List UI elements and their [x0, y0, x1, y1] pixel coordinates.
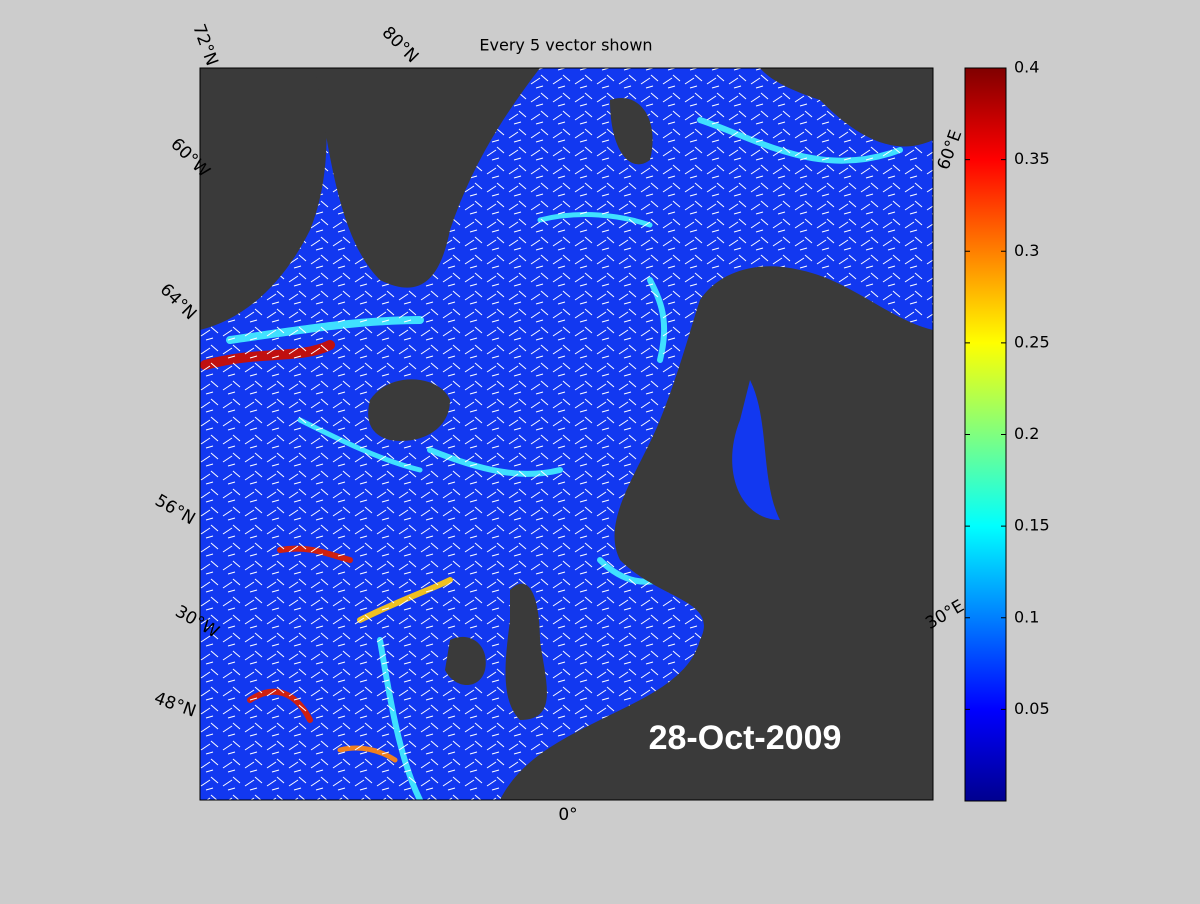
- colorbar-tick-label: 0.35: [1014, 149, 1050, 168]
- colorbar-tick-label: 0.15: [1014, 516, 1050, 535]
- colorbar-tick-label: 0.4: [1014, 58, 1039, 77]
- colorbar-tick-label: 0.1: [1014, 607, 1039, 626]
- colorbar-tick-label: 0.05: [1014, 699, 1050, 718]
- date-label: 28-Oct-2009: [649, 719, 842, 757]
- graticule-label: 72°N: [188, 21, 221, 68]
- land: [200, 68, 933, 800]
- graticule-label: 80°N: [378, 23, 422, 67]
- graticule-label: 0°: [558, 805, 577, 825]
- graticule-label: 56°N: [151, 491, 198, 530]
- plot-frame: [199, 67, 934, 801]
- map-area: [200, 68, 933, 800]
- map-title: Every 5 vector shown: [479, 36, 652, 55]
- colorbar-tick-label: 0.2: [1014, 424, 1039, 443]
- colorbar-tick-label: 0.25: [1014, 332, 1050, 351]
- colorbar-tick-label: 0.3: [1014, 241, 1039, 260]
- graticule-label: 48°N: [151, 688, 198, 721]
- graticule-label: 64°N: [156, 280, 200, 324]
- graticule-label: 60°E: [934, 127, 967, 172]
- colorbar: [964, 67, 1007, 802]
